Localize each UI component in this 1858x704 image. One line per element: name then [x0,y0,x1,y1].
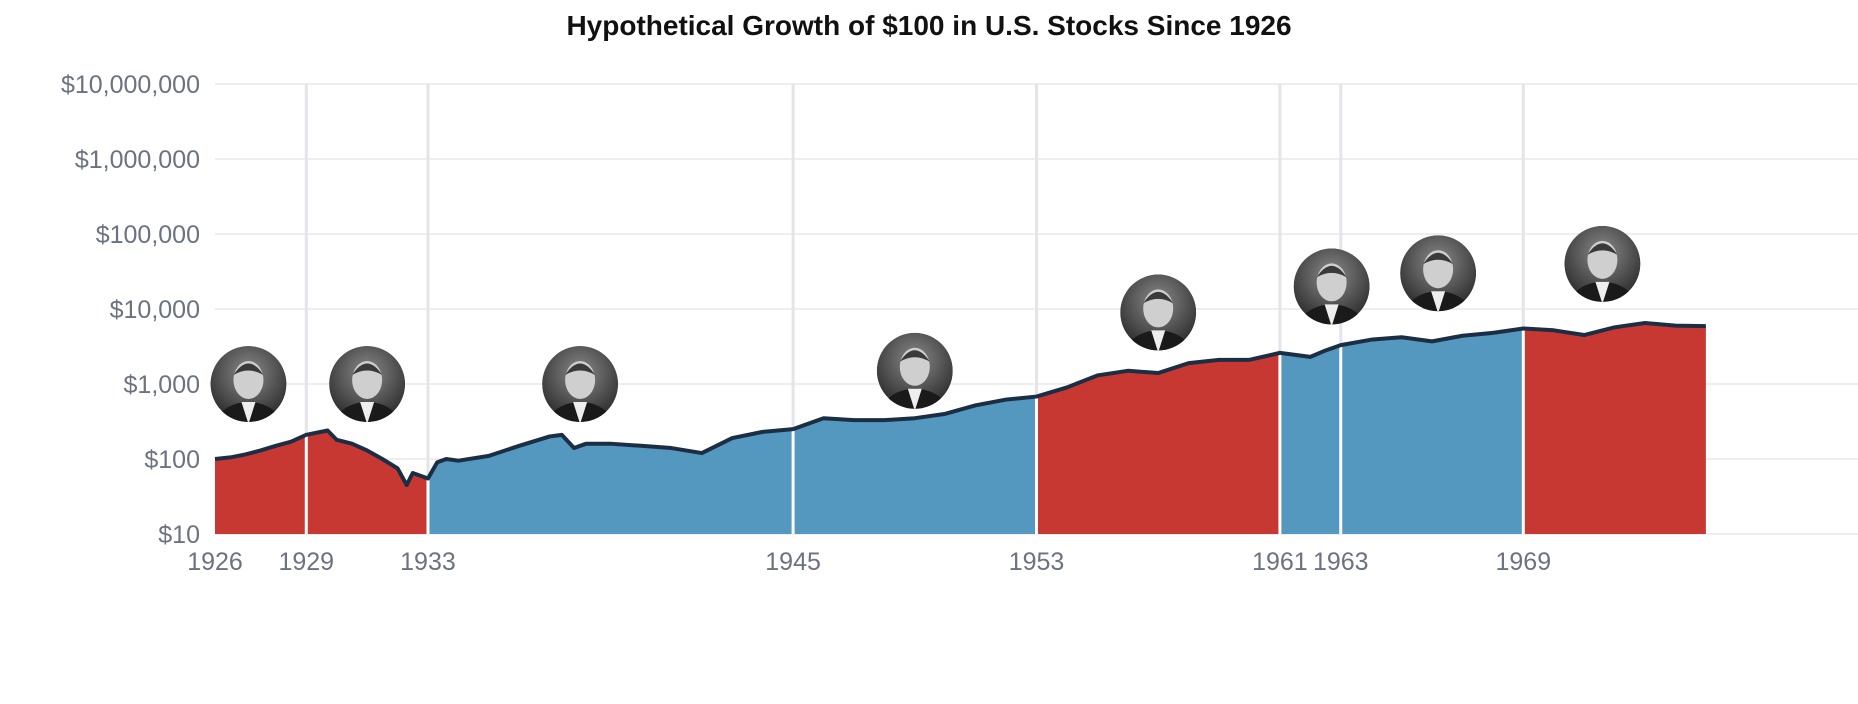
president-portrait [210,346,287,422]
portrait-collar [360,402,375,422]
president-portrait [1120,274,1197,351]
x-tick-label: 1961 [1252,548,1308,576]
portrait-collar [241,402,256,422]
term-area [793,396,1037,534]
portrait-collar [1151,330,1166,351]
portrait-hair [899,350,930,362]
y-tick-label: $100 [144,446,200,474]
portrait-hair [233,363,264,375]
y-axis: $10 $100 $1,000 $10,000 $100,000 $1,000,000 $1… [61,71,200,549]
x-tick-label: 1953 [1009,548,1065,576]
y-tick-label: $1,000,000 [75,146,200,174]
series-line [214,321,1706,488]
term-area [1036,352,1280,534]
portrait-collar [1431,291,1446,312]
term-area [427,429,794,534]
term-area [215,434,307,534]
portrait-collar [1324,304,1339,325]
y-tick-label: $10,000 [110,296,200,324]
portrait-suit [333,402,402,422]
x-tick-label: 1933 [400,548,456,576]
portrait-suit [1124,330,1193,351]
portrait-suit [214,402,283,422]
area-fills [215,323,1706,534]
y-tick-label: $10,000,000 [61,71,200,99]
portrait-suit [880,388,949,409]
portrait-hair [352,363,383,375]
portrait-hair [565,363,596,375]
y-tick-label: $1,000 [124,371,200,399]
x-tick-label: 1963 [1313,548,1369,576]
portrait-hair [1316,265,1347,278]
term-area [1523,323,1706,534]
portrait-collar [1595,281,1610,302]
term-area [306,430,428,534]
x-tick-label: 1929 [278,548,334,576]
term-area [1340,328,1524,534]
president-portrait [1293,248,1370,325]
portrait-collar [573,402,588,422]
x-tick-label: 1945 [765,548,821,576]
chart-title: Hypothetical Growth of $100 in U.S. Stoc… [566,10,1292,41]
portrait-hair [1587,243,1618,255]
portrait-suit [1404,291,1473,312]
y-tick-label: $10 [158,521,200,549]
x-tick-label: 1969 [1496,548,1552,576]
president-portrait [1400,235,1477,312]
president-portrait [876,332,953,409]
portrait-collar [907,388,922,409]
portraits [210,225,1641,422]
x-axis: 1926 1929 1933 1945 1953 1961 1963 1969 [187,548,1551,576]
term-dividers [304,84,1525,534]
president-portrait [542,346,619,422]
x-tick-label: 1926 [187,548,243,576]
term-area [1279,345,1341,534]
portrait-suit [546,402,615,422]
portrait-suit [1568,281,1637,302]
portrait-hair [1143,291,1174,304]
president-portrait [329,346,406,422]
y-tick-label: $100,000 [96,221,200,249]
president-portrait [1564,225,1641,302]
portrait-suit [1297,304,1366,325]
portrait-hair [1423,252,1454,265]
